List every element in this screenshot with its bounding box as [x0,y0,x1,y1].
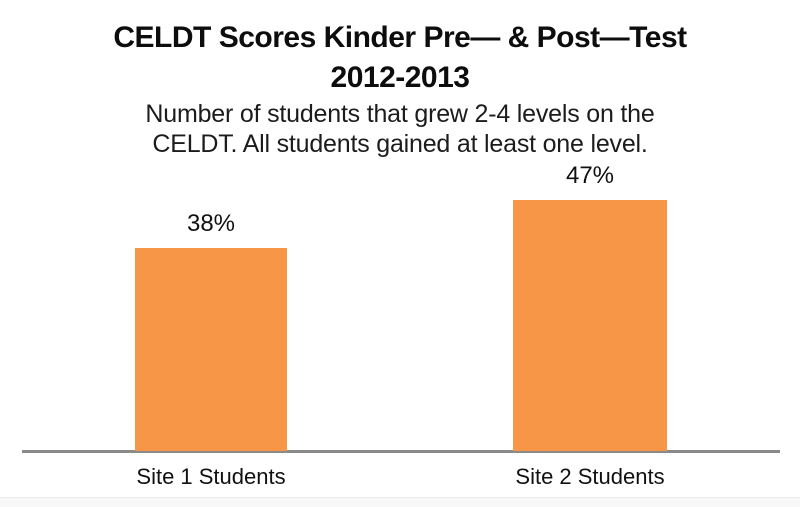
chart-title-line2: 2012-2013 [330,61,470,94]
chart-title: CELDT Scores Kinder Pre— & Post—Test 201… [0,18,800,98]
bar-value-label-site-1: 38% [186,210,236,237]
bar-site-2-students [513,200,667,451]
chart-title-line1: CELDT Scores Kinder Pre— & Post—Test [113,21,687,54]
image-bottom-edge [0,497,800,507]
x-axis-line [22,450,780,453]
x-axis-category-label-site-1: Site 1 Students [136,464,286,489]
bar-value-label-site-2: 47% [565,162,615,189]
chart-subtitle-line2: CELDT. All students gained at least one … [152,130,648,158]
chart-subtitle-line1: Number of students that grew 2-4 levels … [145,100,655,128]
chart-header: CELDT Scores Kinder Pre— & Post—Test 201… [0,18,800,159]
chart-subtitle: Number of students that grew 2-4 levels … [0,99,800,159]
x-axis-category-label-site-2: Site 2 Students [515,464,665,489]
bar-site-1-students [135,248,287,451]
